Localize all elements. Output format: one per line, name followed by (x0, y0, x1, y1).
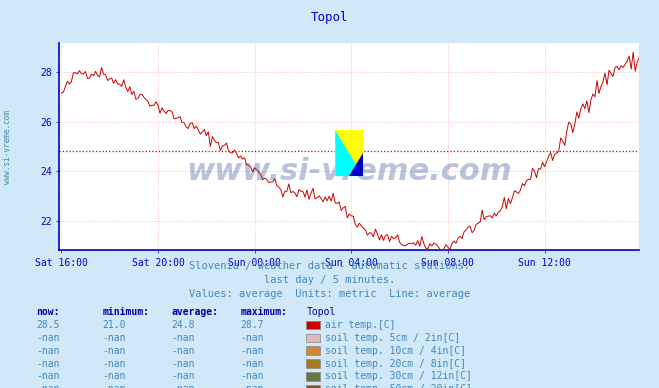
Text: last day / 5 minutes.: last day / 5 minutes. (264, 275, 395, 285)
Text: -nan: -nan (241, 333, 264, 343)
Text: 24.8: 24.8 (171, 320, 195, 330)
Text: 21.0: 21.0 (102, 320, 126, 330)
Text: Slovenia / weather data - automatic stations.: Slovenia / weather data - automatic stat… (189, 261, 470, 271)
Text: soil temp. 50cm / 20in[C]: soil temp. 50cm / 20in[C] (325, 384, 472, 388)
Text: maximum:: maximum: (241, 307, 287, 317)
Text: -nan: -nan (171, 346, 195, 356)
Text: -nan: -nan (36, 346, 60, 356)
Text: -nan: -nan (241, 371, 264, 381)
Bar (335, 130, 363, 176)
Text: minimum:: minimum: (102, 307, 149, 317)
Polygon shape (335, 130, 363, 176)
Text: -nan: -nan (36, 371, 60, 381)
Text: soil temp. 5cm / 2in[C]: soil temp. 5cm / 2in[C] (325, 333, 460, 343)
Text: -nan: -nan (102, 359, 126, 369)
Text: average:: average: (171, 307, 218, 317)
Text: -nan: -nan (171, 359, 195, 369)
Text: now:: now: (36, 307, 60, 317)
Text: www.si-vreme.com: www.si-vreme.com (3, 111, 13, 184)
Text: -nan: -nan (102, 384, 126, 388)
Text: soil temp. 30cm / 12in[C]: soil temp. 30cm / 12in[C] (325, 371, 472, 381)
Polygon shape (349, 153, 363, 176)
Text: -nan: -nan (171, 384, 195, 388)
Text: air temp.[C]: air temp.[C] (325, 320, 395, 330)
Text: Topol: Topol (306, 307, 336, 317)
Text: -nan: -nan (171, 371, 195, 381)
Text: soil temp. 20cm / 8in[C]: soil temp. 20cm / 8in[C] (325, 359, 466, 369)
Text: -nan: -nan (36, 359, 60, 369)
Text: -nan: -nan (102, 346, 126, 356)
Text: -nan: -nan (102, 333, 126, 343)
Text: Values: average  Units: metric  Line: average: Values: average Units: metric Line: aver… (189, 289, 470, 300)
Text: -nan: -nan (171, 333, 195, 343)
Text: www.si-vreme.com: www.si-vreme.com (186, 157, 512, 186)
Text: -nan: -nan (241, 346, 264, 356)
Text: 28.5: 28.5 (36, 320, 60, 330)
Text: 28.7: 28.7 (241, 320, 264, 330)
Text: -nan: -nan (241, 384, 264, 388)
Text: Topol: Topol (311, 11, 348, 24)
Text: -nan: -nan (241, 359, 264, 369)
Text: soil temp. 10cm / 4in[C]: soil temp. 10cm / 4in[C] (325, 346, 466, 356)
Text: -nan: -nan (36, 333, 60, 343)
Text: -nan: -nan (36, 384, 60, 388)
Text: -nan: -nan (102, 371, 126, 381)
